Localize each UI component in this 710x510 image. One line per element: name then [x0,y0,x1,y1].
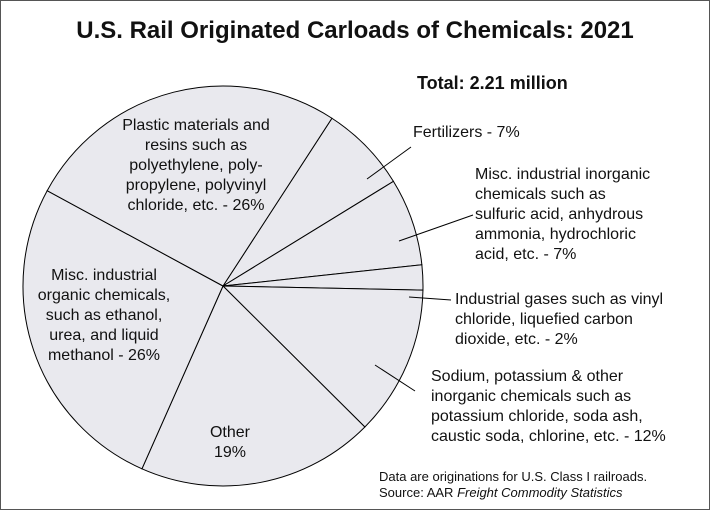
leader-line [408,296,452,301]
slice-label: Fertilizers - 7% [413,124,520,141]
source: Source: AAR Freight Commodity Statistics [379,485,623,501]
slice-label: Plastic materials and resins such as pol… [122,117,270,214]
leader-line [366,146,412,180]
source-publication: Freight Commodity Statistics [457,485,623,500]
leader-line [374,364,416,392]
pie-slice [22,190,224,470]
pie-slice [46,85,333,287]
pie-slice [221,285,424,428]
slice-label: Sodium, potassium & other inorganic chem… [431,368,666,445]
slice-label: Misc. industrial inorganic chemicals suc… [475,166,651,263]
chart-title: U.S. Rail Originated Carloads of Chemica… [76,17,634,44]
leader-line [398,214,474,242]
slice-label: Misc. industrial organic chemicals, such… [37,267,171,364]
slice-label: Industrial gases such as vinyl chloride,… [455,291,664,348]
note: Data are originations for U.S. Class I r… [379,469,648,484]
slice-label: Other 19% [209,424,250,461]
source-label: Source: AAR [379,485,454,500]
pie-slice [141,285,366,487]
subtitle: Total: 2.21 million [417,73,568,93]
